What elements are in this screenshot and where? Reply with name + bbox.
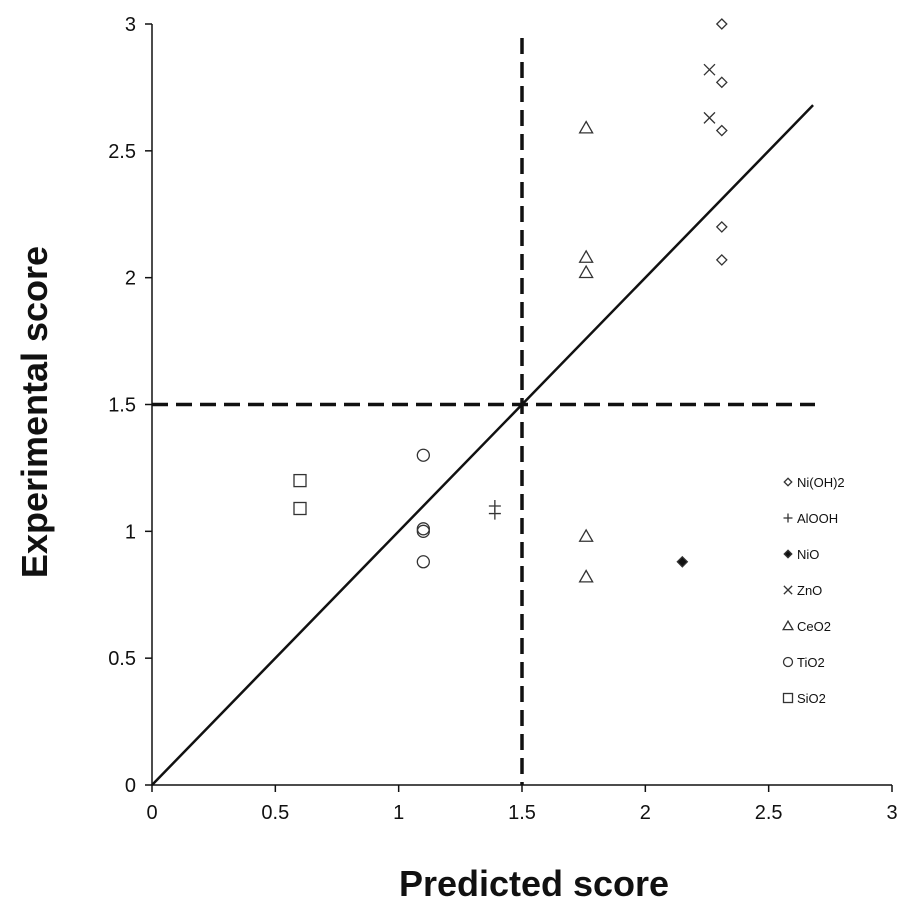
- data-point-tio2: [416, 448, 430, 462]
- y-tick-label: 0.5: [108, 648, 136, 670]
- x-tick-label: 1: [393, 802, 404, 824]
- data-point-sio2: [293, 501, 307, 516]
- legend: Ni(OH)2 AlOOH NiO ZnO CeO2 TiO2 SiO2: [782, 475, 845, 706]
- data-point-ni-oh-2: [715, 124, 728, 137]
- legend-marker: [783, 477, 793, 487]
- y-axis-title: Experimental score: [14, 246, 55, 578]
- x-tick-label: 0.5: [261, 802, 289, 824]
- legend-marker: [782, 692, 794, 704]
- legend-marker: [783, 513, 793, 523]
- reference-lines: [151, 38, 815, 786]
- legend-label: CeO2: [797, 619, 831, 634]
- diagonal-line: [151, 104, 814, 786]
- data-point-ceo2: [578, 264, 594, 279]
- data-point-tio2: [416, 555, 430, 569]
- data-point-ceo2: [578, 249, 594, 263]
- data-point-ceo2: [578, 120, 594, 134]
- legend-marker: [782, 619, 794, 631]
- data-points: [293, 18, 728, 583]
- legend-label: ZnO: [797, 583, 822, 598]
- legend-label: SiO2: [797, 691, 826, 706]
- legend-marker: [783, 585, 793, 595]
- x-tick-label: 0: [146, 802, 157, 824]
- data-point-ni-oh-2: [715, 253, 728, 266]
- axes: 0 0.5 1 1.5 2 2.5 3 0 0.5 1 1.5 2 2.5 3: [108, 14, 897, 824]
- x-tick-label: 2.5: [755, 802, 783, 824]
- x-tick-label: 1.5: [508, 802, 536, 824]
- legend-label: NiO: [797, 547, 819, 562]
- data-point-ceo2: [578, 528, 594, 542]
- y-tick-label: 3: [125, 14, 136, 36]
- y-tick-label: 2.5: [108, 141, 136, 163]
- data-point-alooh: [488, 507, 501, 520]
- legend-label: AlOOH: [797, 511, 838, 526]
- data-point-zno: [703, 63, 716, 76]
- legend-label: Ni(OH)2: [797, 475, 845, 490]
- y-tick-label: 1: [125, 521, 136, 543]
- y-tick-label: 0: [125, 775, 136, 797]
- data-point-zno: [703, 111, 716, 124]
- legend-marker: [782, 656, 794, 668]
- data-point-ceo2: [578, 569, 594, 583]
- legend-marker: [783, 549, 793, 559]
- data-point-ni-oh-2: [715, 76, 728, 89]
- y-tick-label: 1.5: [108, 395, 136, 417]
- data-point-ni-oh-2: [715, 18, 728, 30]
- data-point-nio: [676, 555, 689, 568]
- y-tick-label: 2: [125, 268, 136, 290]
- x-axis-title: Predicted score: [399, 863, 669, 904]
- data-point-ni-oh-2: [715, 221, 728, 233]
- legend-label: TiO2: [797, 655, 825, 670]
- data-point-tio2: [416, 524, 430, 538]
- x-tick-label: 3: [886, 802, 897, 824]
- data-point-sio2: [293, 473, 307, 488]
- x-tick-label: 2: [640, 802, 651, 824]
- data-point-tio2: [416, 522, 430, 536]
